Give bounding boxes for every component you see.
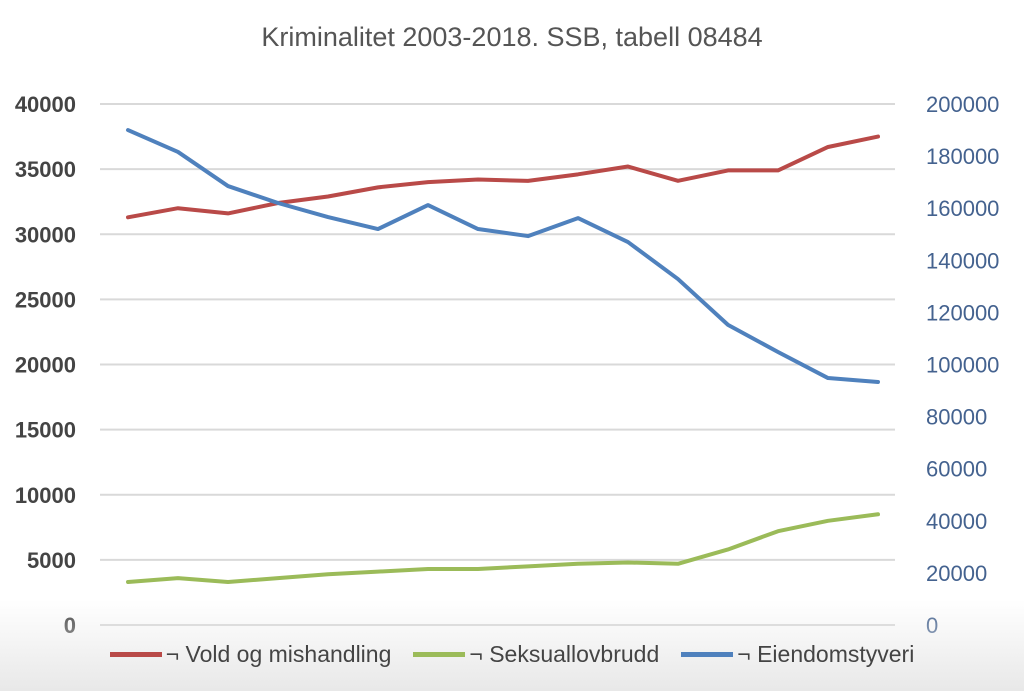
legend-label: ¬ Eiendomstyveri: [737, 641, 915, 667]
legend-item-seksual: ¬ Seksuallovbrudd: [413, 641, 659, 668]
left-tick-label: 20000: [15, 353, 76, 378]
legend-swatch: [681, 652, 734, 657]
legend-label: ¬ Seksuallovbrudd: [469, 641, 660, 667]
right-tick-label: 140000: [926, 248, 999, 273]
series-line-2: [126, 512, 880, 585]
right-tick-label: 200000: [926, 92, 999, 117]
series-line-3: [126, 128, 880, 384]
left-tick-label: 0: [64, 613, 76, 638]
legend-item-eiendom: ¬ Eiendomstyveri: [681, 641, 914, 668]
right-tick-label: 40000: [926, 509, 987, 534]
left-tick-label: 40000: [15, 92, 76, 117]
legend-swatch: [109, 652, 162, 657]
left-tick-label: 10000: [15, 483, 76, 508]
legend-item-vold: ¬ Vold og mishandling: [109, 641, 392, 668]
legend: ¬ Vold og mishandling ¬ Seksuallovbrudd …: [0, 641, 1024, 668]
right-tick-label: 160000: [926, 196, 999, 221]
right-tick-label: 20000: [926, 561, 987, 586]
left-tick-label: 5000: [27, 548, 76, 573]
right-tick-label: 60000: [926, 457, 987, 482]
chart-title: Kriminalitet 2003-2018. SSB, tabell 0848…: [261, 22, 763, 52]
legend-swatch: [413, 652, 466, 657]
right-tick-label: 120000: [926, 300, 999, 325]
left-tick-label: 30000: [15, 222, 76, 247]
left-tick-label: 15000: [15, 418, 76, 443]
right-tick-label: 80000: [926, 405, 987, 430]
left-tick-label: 35000: [15, 157, 76, 182]
right-tick-label: 0: [926, 613, 938, 638]
right-tick-label: 100000: [926, 353, 999, 378]
legend-label: ¬ Vold og mishandling: [165, 641, 392, 667]
left-tick-label: 25000: [15, 287, 76, 312]
series-line-1: [126, 134, 880, 220]
right-tick-label: 180000: [926, 144, 999, 169]
